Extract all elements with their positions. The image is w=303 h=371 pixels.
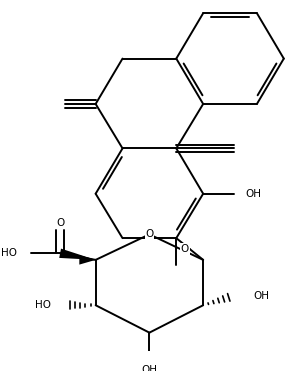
Polygon shape — [59, 249, 96, 260]
Text: O: O — [145, 229, 154, 239]
Polygon shape — [79, 255, 96, 265]
Text: O: O — [145, 229, 154, 239]
Text: OH: OH — [142, 364, 157, 371]
Text: HO: HO — [35, 300, 51, 310]
Text: OH: OH — [245, 189, 261, 199]
Text: HO: HO — [1, 248, 17, 258]
Text: O: O — [56, 218, 64, 228]
Text: OH: OH — [253, 291, 269, 301]
Text: O: O — [181, 244, 189, 254]
